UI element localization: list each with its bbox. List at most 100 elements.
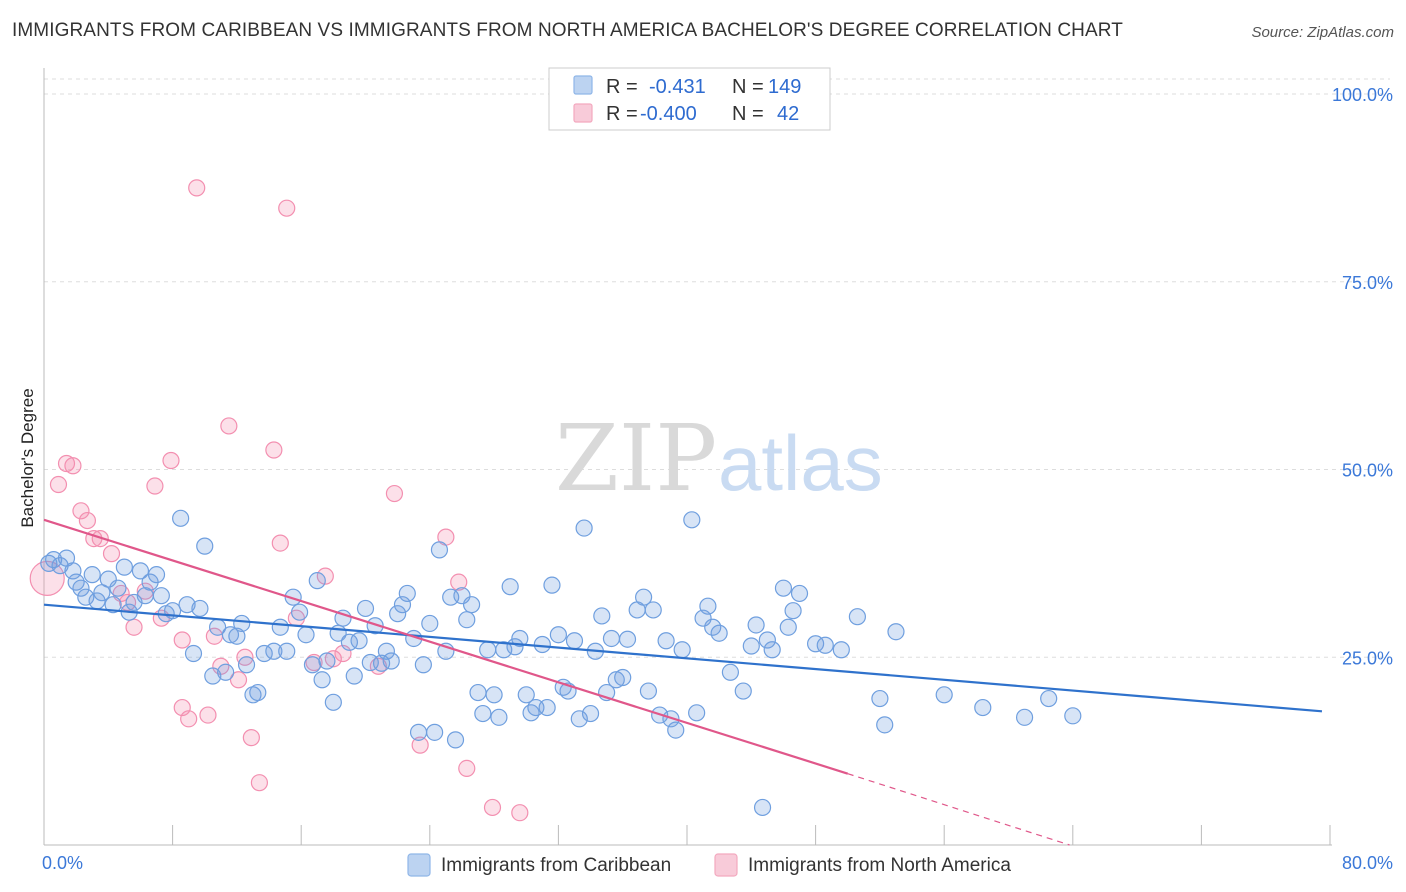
point-caribbean [147, 566, 166, 584]
point-caribbean [233, 614, 251, 633]
point-caribbean [350, 632, 368, 650]
point-caribbean [485, 686, 503, 704]
point-caribbean [414, 656, 432, 674]
legend-n-value-north-america: 42 [777, 103, 799, 125]
point-caribbean [393, 596, 412, 614]
gridlines [44, 78, 1390, 658]
point-caribbean [131, 562, 150, 580]
point-north-america [199, 706, 217, 724]
x-tick-label-1: 80.0% [1342, 853, 1393, 873]
point-north-america [411, 736, 429, 754]
point-caribbean [495, 641, 513, 659]
point-caribbean [543, 576, 561, 594]
point-caribbean [426, 723, 444, 741]
point-caribbean [549, 626, 568, 644]
chart-title: IMMIGRANTS FROM CARIBBEAN VS IMMIGRANTS … [12, 20, 1123, 41]
legend-n-label-north-america: N = [732, 103, 764, 125]
point-caribbean [593, 607, 611, 625]
point-caribbean [876, 716, 894, 734]
point-caribbean [377, 642, 395, 660]
point-caribbean [479, 641, 497, 659]
point-north-america [146, 477, 164, 495]
x-tick-label-0: 0.0% [42, 853, 83, 873]
point-north-america [511, 804, 529, 822]
legend-r-value-caribbean: -0.431 [649, 76, 706, 98]
point-caribbean [790, 584, 809, 603]
bottom-legend-label-north-america: Immigrants from North America [748, 855, 1011, 876]
point-caribbean [421, 614, 439, 633]
point-caribbean [683, 511, 701, 529]
point-caribbean [763, 641, 781, 659]
point-north-america [458, 759, 476, 778]
tick-labels: 25.0% 50.0% 75.0% 100.0% 0.0% 80.0% [42, 85, 1393, 873]
point-north-america [450, 573, 468, 591]
point-north-america [162, 451, 180, 470]
point-caribbean [657, 632, 675, 650]
point-caribbean [303, 656, 322, 674]
point-caribbean [699, 597, 717, 615]
point-north-america [64, 457, 82, 475]
point-north-america [49, 475, 68, 494]
point-north-america [78, 511, 97, 530]
point-caribbean [366, 617, 384, 635]
legend: R = -0.431 N = 149 R = -0.400 N = 42 [548, 67, 831, 131]
points-north-america [29, 179, 529, 822]
point-caribbean [667, 721, 685, 739]
point-north-america [125, 618, 143, 636]
legend-swatch-caribbean [573, 75, 593, 95]
point-caribbean [816, 636, 834, 654]
legend-r-label-north-america: R = [606, 103, 638, 125]
point-caribbean [334, 609, 352, 627]
point-caribbean [639, 682, 658, 700]
point-caribbean [565, 632, 584, 650]
watermark: ZIP atlas [555, 405, 883, 512]
point-caribbean [462, 596, 481, 614]
point-caribbean [753, 798, 772, 817]
watermark-zip: ZIP [555, 405, 717, 512]
point-caribbean [688, 704, 706, 722]
point-north-america [173, 631, 191, 649]
point-north-america [29, 560, 65, 597]
point-caribbean [634, 588, 653, 606]
point-caribbean [228, 627, 246, 645]
point-caribbean [734, 682, 752, 700]
bottom-legend-label-caribbean: Immigrants from Caribbean [441, 855, 671, 876]
trend-lines [43, 518, 1323, 846]
point-north-america [242, 729, 260, 747]
point-caribbean [779, 618, 797, 636]
legend-n-value-caribbean: 149 [768, 76, 801, 98]
point-caribbean [469, 683, 487, 702]
point-north-america [385, 484, 404, 503]
legend-swatch-north-america [573, 103, 593, 123]
point-caribbean [172, 509, 190, 527]
point-caribbean [704, 618, 722, 636]
point-north-america [72, 502, 90, 520]
point-caribbean [774, 579, 793, 597]
point-caribbean [570, 710, 588, 728]
point-north-america [324, 650, 342, 668]
point-caribbean [109, 579, 127, 597]
trend-line-north-america-extension [847, 773, 1070, 846]
trend-line-caribbean [43, 603, 1323, 713]
point-caribbean [490, 708, 508, 726]
point-caribbean [290, 603, 309, 621]
trend-line-north-america [43, 518, 849, 775]
y-tick-label-1: 50.0% [1342, 461, 1393, 481]
point-caribbean [152, 587, 170, 605]
legend-box [548, 67, 831, 131]
point-caribbean [318, 652, 336, 670]
legend-n-label-caribbean: N = [732, 76, 764, 98]
point-north-america [483, 798, 502, 817]
point-north-america [57, 454, 76, 473]
y-tick-label-3: 100.0% [1332, 85, 1393, 105]
point-caribbean [644, 601, 662, 619]
point-caribbean [742, 637, 760, 655]
point-caribbean [501, 578, 519, 596]
y-tick-label-0: 25.0% [1342, 648, 1393, 668]
bottom-legend-swatch-caribbean [407, 853, 431, 877]
point-caribbean [784, 602, 802, 620]
point-caribbean [115, 558, 133, 576]
point-caribbean [607, 671, 625, 689]
point-caribbean [104, 596, 122, 614]
